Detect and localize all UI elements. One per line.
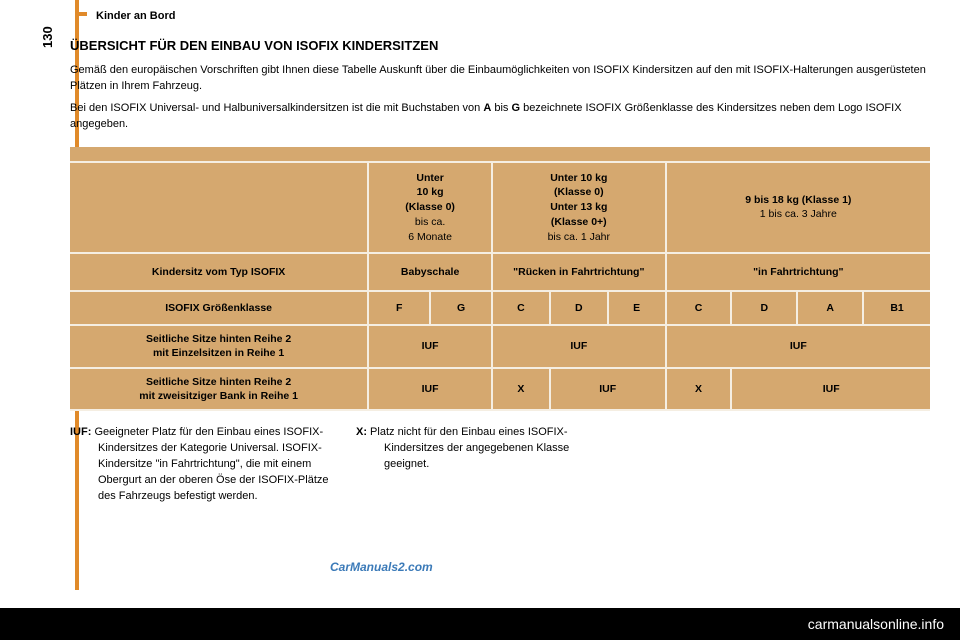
weight-col-2: Unter 10 kg (Klasse 0) Unter 13 kg (Klas… <box>493 163 667 254</box>
type-c1: Babyschale <box>369 254 493 292</box>
table-strip-row <box>70 147 930 163</box>
row2-l2: mit zweisitziger Bank in Reihe 1 <box>139 390 298 402</box>
weight-col-1: Unter 10 kg (Klasse 0) bis ca. 6 Monate <box>369 163 493 254</box>
type-label: Kindersitz vom Typ ISOFIX <box>70 254 369 292</box>
row2-label: Seitliche Sitze hinten Reihe 2 mit zweis… <box>70 369 369 411</box>
w1-l5: 6 Monate <box>408 231 452 243</box>
left-margin-tick <box>75 12 87 16</box>
type-c2: "Rücken in Fahrtrichtung" <box>493 254 667 292</box>
isofix-table: Unter 10 kg (Klasse 0) bis ca. 6 Monate … <box>70 147 930 411</box>
watermark: CarManuals2.com <box>330 560 433 574</box>
row2-v1: IUF <box>369 369 493 411</box>
size-F: F <box>369 292 431 326</box>
row1-v1: IUF <box>369 326 493 368</box>
intro2-part-a: Bei den ISOFIX Universal- und Halbuniver… <box>70 102 483 114</box>
data-row-2: Seitliche Sitze hinten Reihe 2 mit zweis… <box>70 369 930 411</box>
row2-v5: IUF <box>732 369 930 411</box>
intro2-part-c: bis <box>491 102 511 114</box>
weight-class-row: Unter 10 kg (Klasse 0) bis ca. 6 Monate … <box>70 163 930 254</box>
weight-col-3: 9 bis 18 kg (Klasse 1) 1 bis ca. 3 Jahre <box>667 163 930 254</box>
row2-v4: X <box>667 369 733 411</box>
row1-label: Seitliche Sitze hinten Reihe 2 mit Einze… <box>70 326 369 368</box>
legend-x: X: Platz nicht für den Einbau eines ISOF… <box>356 425 616 505</box>
legend-x-text: Platz nicht für den Einbau eines ISOFIX-… <box>367 426 569 470</box>
row1-v3: IUF <box>667 326 930 368</box>
w1-l1: Unter <box>416 172 443 184</box>
seat-type-row: Kindersitz vom Typ ISOFIX Babyschale "Rü… <box>70 254 930 292</box>
size-C2: C <box>667 292 733 326</box>
w3-l1: 9 bis 18 kg (Klasse 1) <box>745 194 851 206</box>
legend-iuf: IUF: Geeigneter Platz für den Einbau ein… <box>70 425 330 505</box>
w1-l3: (Klasse 0) <box>405 201 455 213</box>
footer-site: carmanualsonline.info <box>808 616 944 632</box>
type-c3: "in Fahrtrichtung" <box>667 254 930 292</box>
legend-iuf-text: Geeigneter Platz für den Einbau eines IS… <box>91 426 328 502</box>
row2-v2: X <box>493 369 551 411</box>
legend-iuf-key: IUF: <box>70 426 91 438</box>
size-label: ISOFIX Größenklasse <box>70 292 369 326</box>
page-number: 130 <box>40 26 55 48</box>
w1-l2: 10 kg <box>417 186 444 198</box>
size-C: C <box>493 292 551 326</box>
w2-l2: (Klasse 0) <box>554 186 604 198</box>
size-A: A <box>798 292 864 326</box>
row2-l1: Seitliche Sitze hinten Reihe 2 <box>146 376 291 388</box>
w2-l1: Unter 10 kg <box>550 172 607 184</box>
content-area: ÜBERSICHT FÜR DEN EINBAU VON ISOFIX KIND… <box>70 38 940 505</box>
intro2-bold-g: G <box>511 102 520 114</box>
row1-v2: IUF <box>493 326 667 368</box>
weight-blank <box>70 163 369 254</box>
page: 130 Kinder an Bord ÜBERSICHT FÜR DEN EIN… <box>0 0 960 640</box>
data-row-1: Seitliche Sitze hinten Reihe 2 mit Einze… <box>70 326 930 368</box>
legend: IUF: Geeigneter Platz für den Einbau ein… <box>70 425 940 505</box>
w2-l4: (Klasse 0+) <box>551 216 607 228</box>
size-E: E <box>609 292 667 326</box>
size-D2: D <box>732 292 798 326</box>
w2-l5: bis ca. 1 Jahr <box>548 231 610 243</box>
w3-l2: 1 bis ca. 3 Jahre <box>760 208 837 220</box>
row1-l1: Seitliche Sitze hinten Reihe 2 <box>146 333 291 345</box>
section-header: Kinder an Bord <box>96 10 175 22</box>
w1-l4: bis ca. <box>415 216 445 228</box>
size-B1: B1 <box>864 292 930 326</box>
w2-l3: Unter 13 kg <box>550 201 607 213</box>
intro-paragraph-1: Gemäß den europäischen Vorschriften gibt… <box>70 63 940 95</box>
size-G: G <box>431 292 493 326</box>
legend-x-key: X: <box>356 426 367 438</box>
intro-paragraph-2: Bei den ISOFIX Universal- und Halbuniver… <box>70 101 940 133</box>
row2-v3: IUF <box>551 369 667 411</box>
page-title: ÜBERSICHT FÜR DEN EINBAU VON ISOFIX KIND… <box>70 38 940 53</box>
size-class-row: ISOFIX Größenklasse F G C D E C D A B1 <box>70 292 930 326</box>
row1-l2: mit Einzelsitzen in Reihe 1 <box>153 347 284 359</box>
size-D: D <box>551 292 609 326</box>
